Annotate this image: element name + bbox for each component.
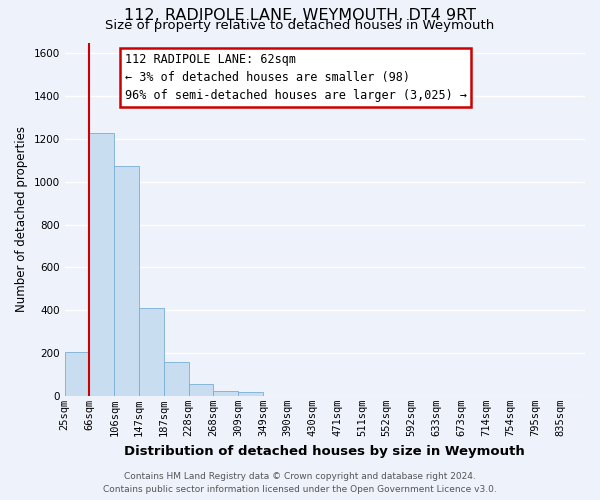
Bar xyxy=(139,308,164,396)
Text: 112 RADIPOLE LANE: 62sqm
← 3% of detached houses are smaller (98)
96% of semi-de: 112 RADIPOLE LANE: 62sqm ← 3% of detache… xyxy=(125,53,467,102)
Text: Contains HM Land Registry data © Crown copyright and database right 2024.
Contai: Contains HM Land Registry data © Crown c… xyxy=(103,472,497,494)
Bar xyxy=(238,392,263,396)
Bar xyxy=(65,352,89,396)
X-axis label: Distribution of detached houses by size in Weymouth: Distribution of detached houses by size … xyxy=(124,444,525,458)
Bar xyxy=(188,384,214,396)
Bar xyxy=(214,390,238,396)
Bar xyxy=(89,133,114,396)
Bar xyxy=(164,362,188,396)
Y-axis label: Number of detached properties: Number of detached properties xyxy=(15,126,28,312)
Text: 112, RADIPOLE LANE, WEYMOUTH, DT4 9RT: 112, RADIPOLE LANE, WEYMOUTH, DT4 9RT xyxy=(124,8,476,22)
Bar xyxy=(114,166,139,396)
Text: Size of property relative to detached houses in Weymouth: Size of property relative to detached ho… xyxy=(106,18,494,32)
